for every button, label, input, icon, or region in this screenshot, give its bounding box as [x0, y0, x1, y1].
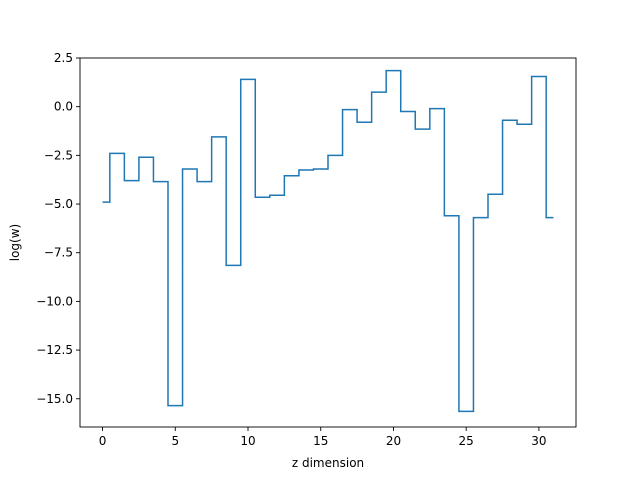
axes-frame [79, 57, 577, 428]
x-tick-label: 20 [386, 434, 401, 448]
y-tick-label: −12.5 [36, 343, 73, 357]
x-tick-label: 0 [99, 434, 107, 448]
y-tick-label: 2.5 [54, 51, 73, 65]
x-tick-label: 5 [171, 434, 179, 448]
x-tick-label: 15 [313, 434, 328, 448]
y-tick-label: 0.0 [54, 100, 73, 114]
plot-area [102, 69, 554, 413]
x-axis-label: z dimension [292, 456, 364, 470]
axis-ticks: 0 5 10 15 20 25 30 2.5 0.0 −2.5 −5.0 −7.5 −10.0 −12.5… [36, 51, 546, 448]
x-tick-label: 25 [459, 434, 474, 448]
y-tick-label: −10.0 [36, 294, 73, 308]
x-tick-label: 10 [240, 434, 255, 448]
y-axis-label: log(w) [8, 224, 22, 261]
series-step-line [102, 69, 554, 413]
x-tick-label: 30 [531, 434, 546, 448]
y-tick-label: −7.5 [44, 246, 73, 260]
y-tick-label: −15.0 [36, 392, 73, 406]
y-tick-label: −5.0 [44, 197, 73, 211]
y-tick-label: −2.5 [44, 148, 73, 162]
